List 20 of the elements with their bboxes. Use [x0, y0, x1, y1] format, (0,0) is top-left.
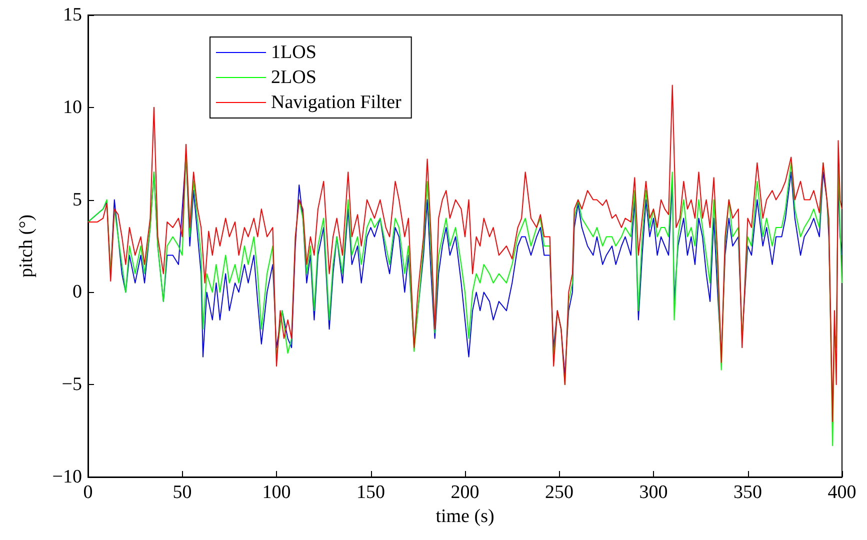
legend-label: 1LOS	[271, 42, 316, 63]
x-tick-label: 150	[356, 482, 385, 503]
x-tick-label: 400	[828, 482, 856, 503]
x-axis-title: time (s)	[436, 506, 494, 527]
y-tick-label: 5	[72, 189, 82, 210]
x-tick-label: 100	[262, 482, 291, 503]
line-series	[88, 84, 842, 422]
y-tick-label: −10	[52, 466, 82, 488]
legend-label: 2LOS	[271, 67, 316, 88]
y-axis-title: pitch (°)	[16, 214, 37, 278]
x-tick-label: 50	[172, 482, 192, 503]
y-tick-label: 10	[63, 96, 82, 118]
y-tick-label: 0	[72, 282, 82, 303]
y-tick-label: −5	[62, 374, 82, 396]
x-tick-label: 200	[450, 482, 480, 503]
x-tick-label: 250	[545, 482, 574, 503]
x-tick-label: 350	[734, 482, 762, 503]
x-tick-label: 300	[639, 482, 668, 503]
y-tick-label: 15	[63, 4, 82, 26]
legend-label: Navigation Filter	[271, 92, 402, 113]
